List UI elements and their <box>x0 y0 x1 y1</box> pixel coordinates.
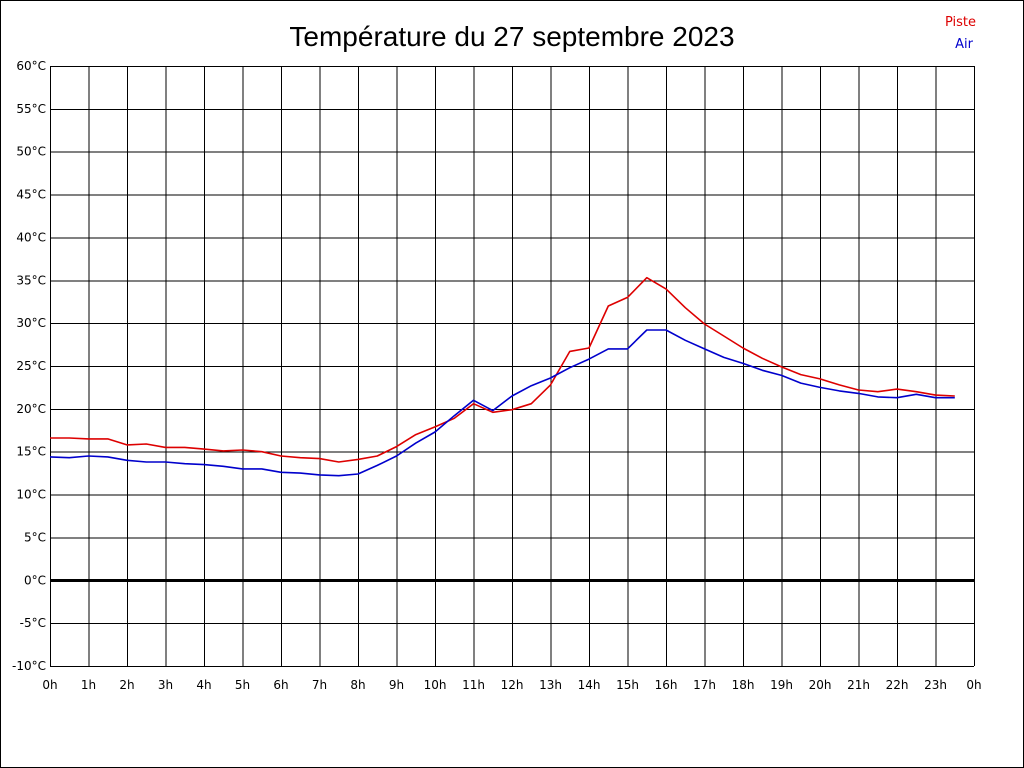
y-tick-label: 5°C <box>24 530 46 544</box>
series-layer <box>49 276 955 477</box>
x-tick-label: 14h <box>578 678 601 692</box>
series-line-air <box>49 329 955 477</box>
legend: Piste Air <box>945 15 976 52</box>
x-tick-label: 16h <box>655 678 678 692</box>
y-tick-label: 10°C <box>16 488 46 502</box>
y-tick-label: 45°C <box>16 188 46 202</box>
series-line-piste <box>50 276 955 463</box>
y-tick-label: 50°C <box>16 145 46 159</box>
x-tick-label: 6h <box>273 678 288 692</box>
y-tick-label: 20°C <box>16 402 46 416</box>
y-tick-label: 15°C <box>16 445 46 459</box>
y-tick-label: 0°C <box>24 573 46 587</box>
x-tick-label: 9h <box>389 678 404 692</box>
x-tick-label: 17h <box>693 678 716 692</box>
legend-entry-piste: Piste <box>945 15 976 30</box>
y-tick-label: 40°C <box>16 230 46 244</box>
y-tick-label: 25°C <box>16 359 46 373</box>
axis-labels: 60°C 55°C 50°C 45°C 40°C 35°C 30°C 25°C 20°C 15°C… <box>12 59 982 692</box>
x-tick-label: 3h <box>158 678 173 692</box>
x-tick-label: 0h <box>966 678 981 692</box>
y-tick-label: -5°C <box>20 616 46 630</box>
y-tick-label: -10°C <box>12 659 46 673</box>
x-tick-label: 12h <box>501 678 524 692</box>
y-tick-label: 30°C <box>16 316 46 330</box>
y-tick-label: 35°C <box>16 273 46 287</box>
x-tick-label: 20h <box>809 678 832 692</box>
x-tick-label: 2h <box>119 678 134 692</box>
x-tick-label: 22h <box>886 678 909 692</box>
legend-entry-air: Air <box>955 37 974 52</box>
x-tick-label: 7h <box>312 678 327 692</box>
y-tick-label: 55°C <box>16 102 46 116</box>
chart-title: Température du 27 septembre 2023 <box>289 21 734 52</box>
x-tick-label: 18h <box>732 678 755 692</box>
x-tick-label: 10h <box>424 678 447 692</box>
x-tick-label: 19h <box>770 678 793 692</box>
x-tick-label: 8h <box>350 678 365 692</box>
x-tick-label: 0h <box>42 678 57 692</box>
x-tick-label: 1h <box>81 678 96 692</box>
grid <box>50 66 975 667</box>
x-tick-label: 21h <box>847 678 870 692</box>
x-tick-label: 4h <box>196 678 211 692</box>
x-tick-label: 15h <box>616 678 639 692</box>
x-tick-label: 13h <box>539 678 562 692</box>
x-tick-label: 5h <box>235 678 250 692</box>
x-tick-label: 23h <box>924 678 947 692</box>
x-tick-label: 11h <box>462 678 485 692</box>
y-tick-label: 60°C <box>16 59 46 73</box>
